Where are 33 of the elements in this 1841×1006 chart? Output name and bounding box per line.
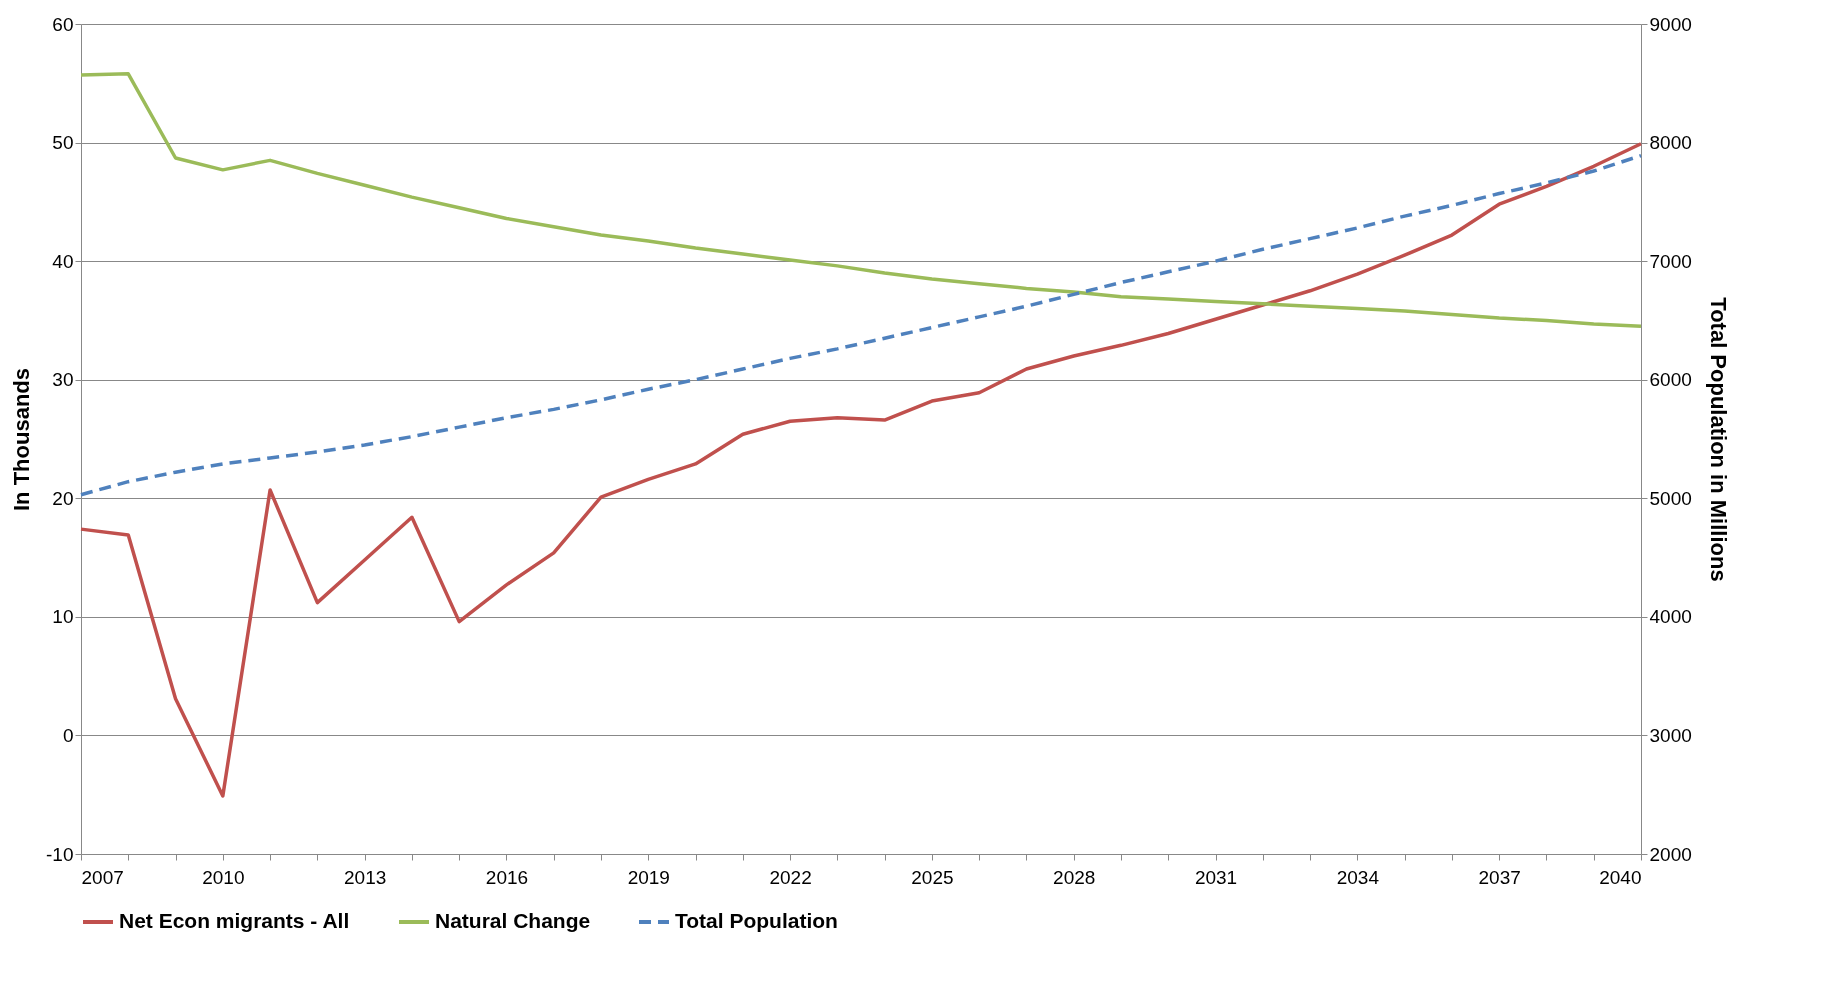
y2-tick-label: 3000 bbox=[1649, 724, 1692, 746]
y-tick-label: -10 bbox=[46, 843, 74, 865]
y2-tick-label: 6000 bbox=[1649, 369, 1692, 391]
y-tick-label: 30 bbox=[52, 369, 74, 391]
x-tick-label: 2007 bbox=[81, 866, 124, 888]
x-tick-label: 2037 bbox=[1478, 866, 1521, 888]
y2-tick-label: 4000 bbox=[1649, 606, 1692, 628]
y-tick-label: 50 bbox=[52, 132, 74, 154]
x-tick-label: 2013 bbox=[344, 866, 387, 888]
x-tick-label: 2016 bbox=[485, 866, 529, 888]
x-tick-label: 2010 bbox=[202, 866, 245, 888]
y2-tick-label: 2000 bbox=[1649, 843, 1692, 865]
x-tick-label: 2025 bbox=[911, 866, 954, 888]
y-tick-label: 10 bbox=[52, 606, 74, 628]
y-tick-label: 60 bbox=[52, 13, 74, 35]
legend-label: Net Econ migrants - All bbox=[119, 909, 350, 932]
x-tick-label: 2022 bbox=[769, 866, 812, 888]
legend-label: Total Population bbox=[675, 909, 838, 932]
x-tick-label: 2019 bbox=[627, 866, 670, 888]
y-axis-title: In Thousands bbox=[9, 368, 35, 511]
x-tick-label: 2034 bbox=[1336, 866, 1380, 888]
y-tick-label: 20 bbox=[52, 487, 74, 509]
y2-tick-label: 8000 bbox=[1649, 132, 1692, 154]
y2-tick-label: 5000 bbox=[1649, 487, 1692, 509]
x-tick-label: 2031 bbox=[1194, 866, 1238, 888]
y-tick-label: 40 bbox=[52, 250, 74, 272]
y2-tick-label: 7000 bbox=[1649, 250, 1692, 272]
y2-axis-title: Total Population in Millions bbox=[1705, 297, 1731, 582]
y2-tick-label: 9000 bbox=[1649, 13, 1692, 35]
x-tick-label: 2028 bbox=[1053, 866, 1096, 888]
y-tick-label: 0 bbox=[62, 724, 74, 746]
x-tick-label: 2040 bbox=[1599, 866, 1642, 888]
legend-label: Natural Change bbox=[435, 909, 591, 932]
